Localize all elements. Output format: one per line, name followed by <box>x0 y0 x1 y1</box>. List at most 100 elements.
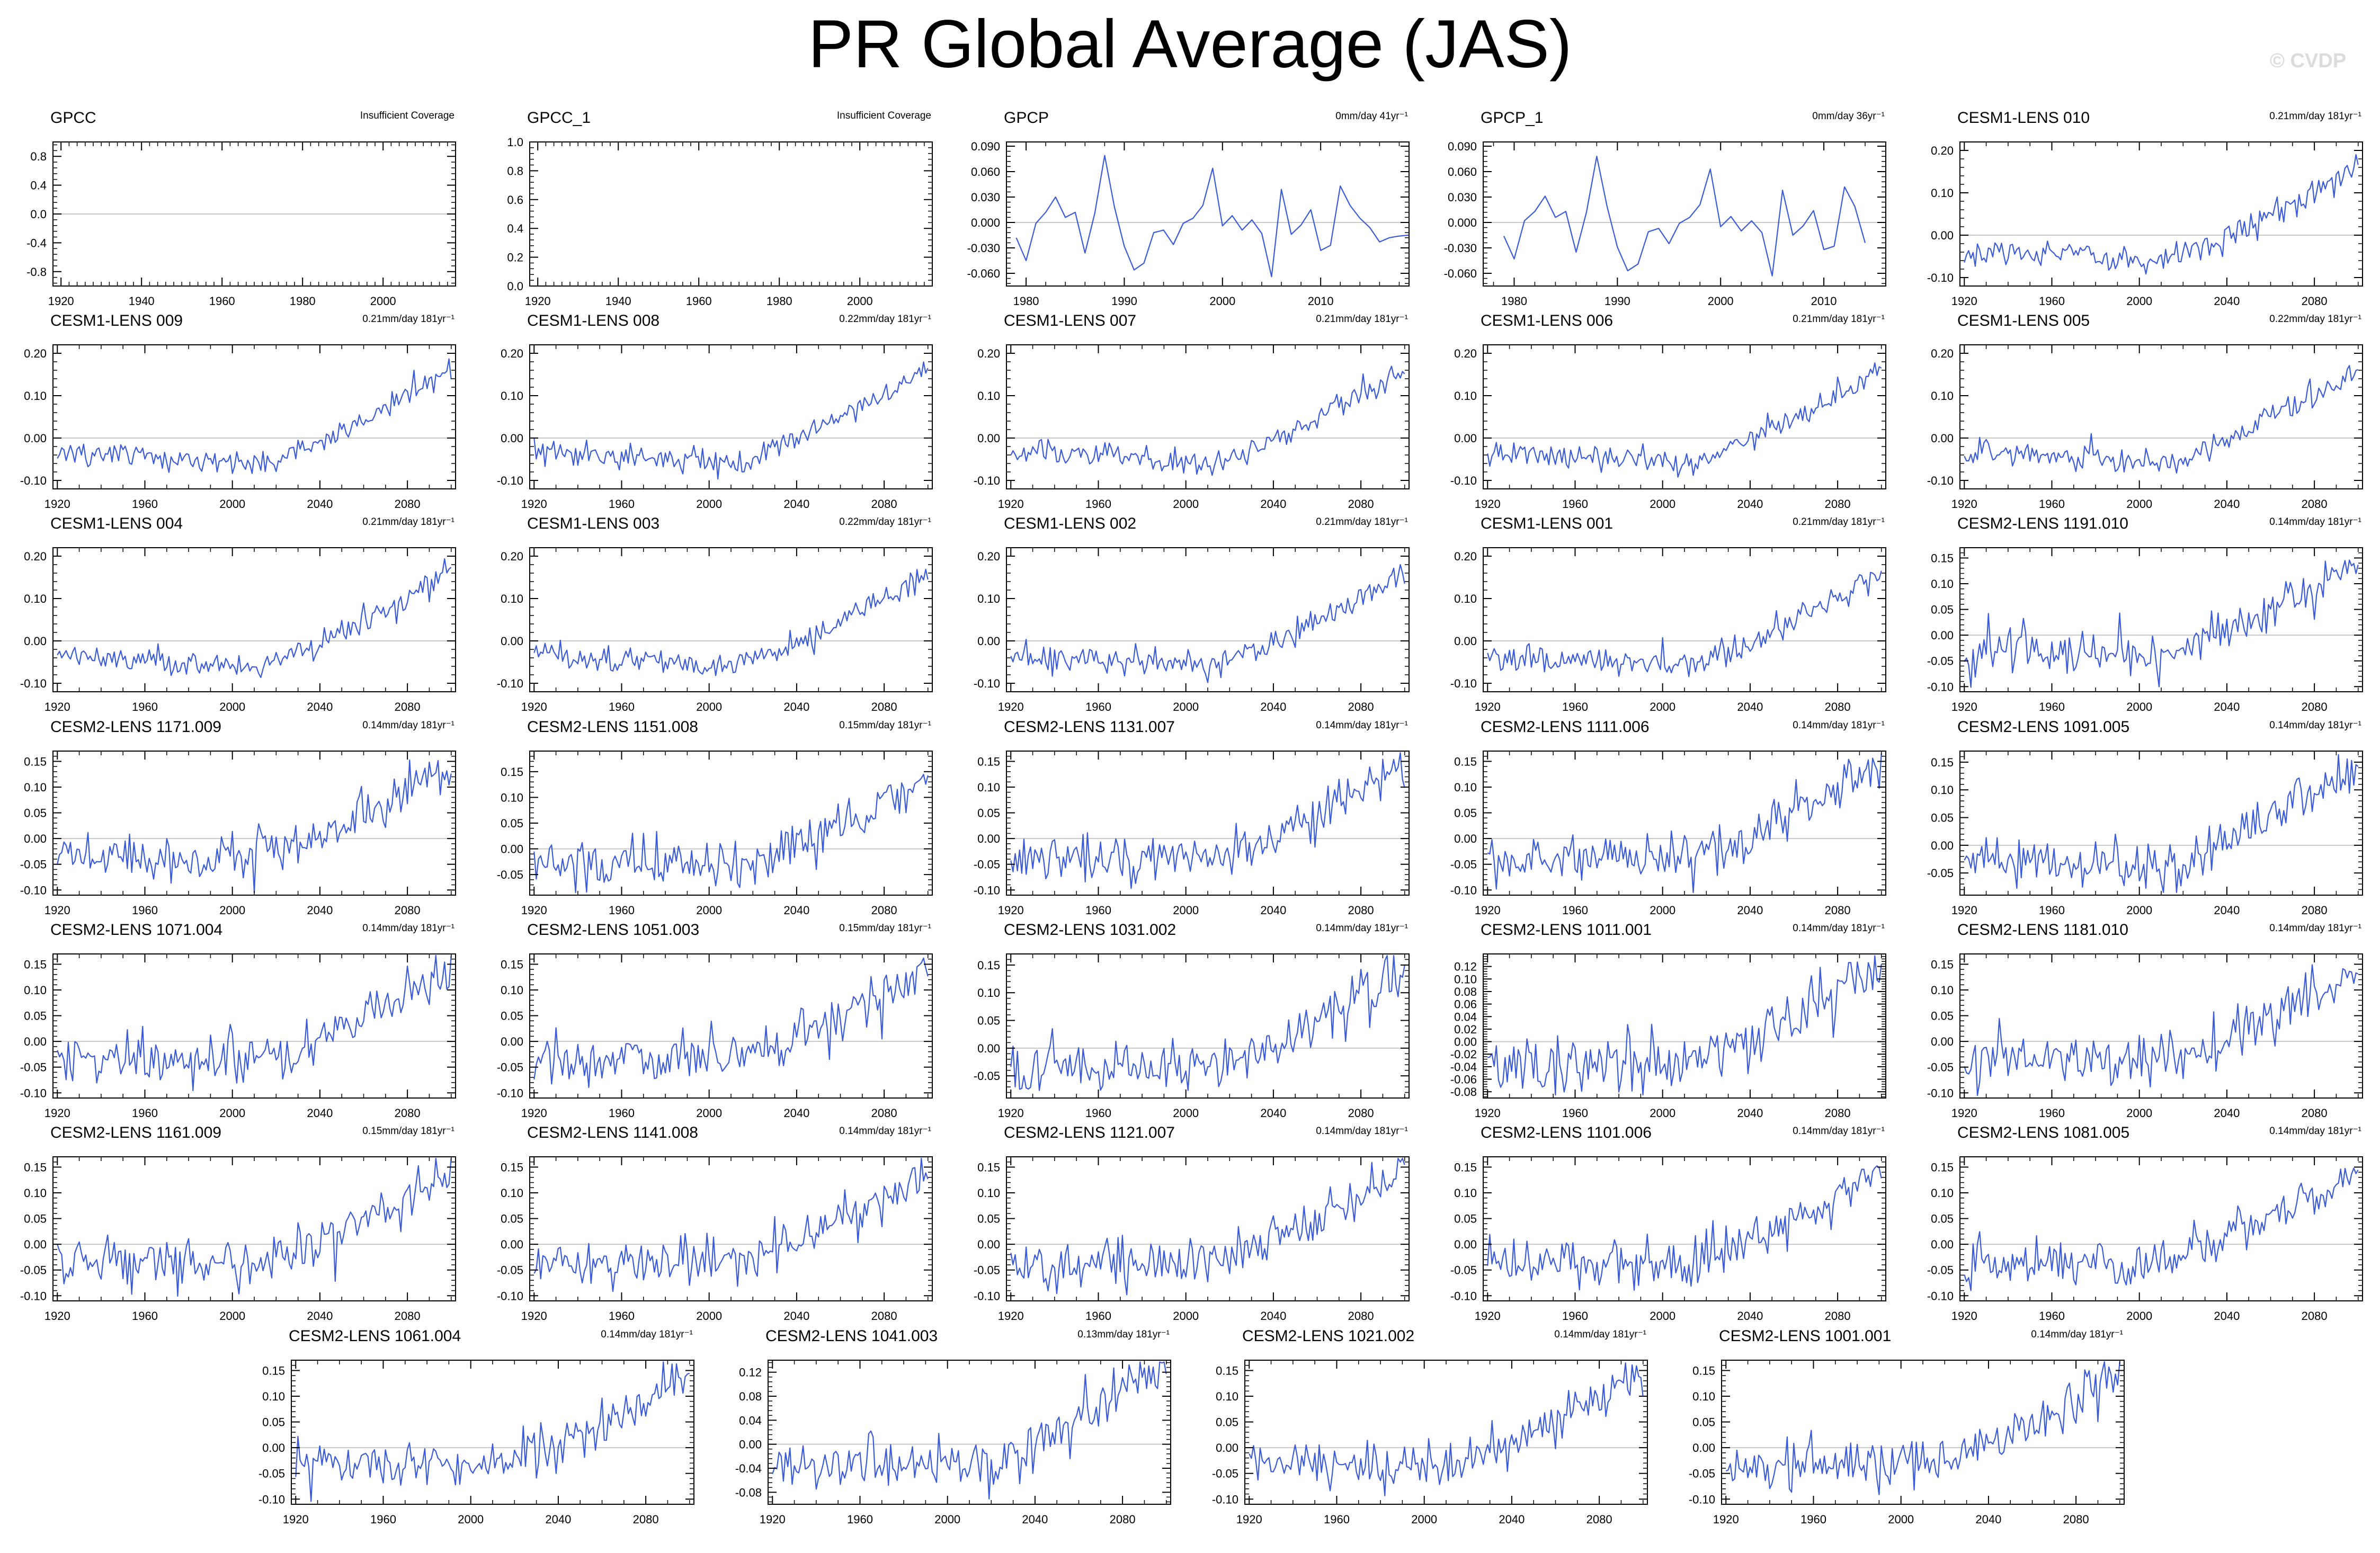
y-tick-label: 0.05 <box>262 1416 285 1429</box>
x-tick-label: 2080 <box>2302 1106 2328 1120</box>
y-tick-label: 0.00 <box>1931 1238 1954 1251</box>
x-tick-label: 2080 <box>395 1309 421 1323</box>
x-tick-label: 2040 <box>1022 1513 1048 1526</box>
y-tick-label: 0.10 <box>977 592 1000 605</box>
x-tick-label: 2080 <box>2063 1513 2089 1526</box>
y-tick-label: 0.00 <box>24 832 47 845</box>
x-tick-label: 2000 <box>219 1309 245 1323</box>
y-tick-label: 0.8 <box>30 150 47 163</box>
x-tick-label: 1920 <box>1475 1309 1501 1323</box>
chart-panel: GPCC Insufficient Coverage 1920 1940 1960 198… <box>0 106 466 310</box>
x-tick-label: 2000 <box>219 904 245 917</box>
x-tick-label: 2000 <box>1888 1513 1914 1526</box>
y-tick-label: 0.0 <box>507 280 523 293</box>
panel-trend-note: 0.14mm/day 181yr⁻¹ <box>2269 516 2361 528</box>
plot-frame <box>1959 141 2363 287</box>
y-tick-label: 0.05 <box>1931 603 1954 617</box>
x-tick-label: 2080 <box>1348 1309 1374 1323</box>
panel-trend-note: 0.21mm/day 181yr⁻¹ <box>362 314 454 325</box>
y-tick-label: -0.10 <box>1450 677 1477 690</box>
x-tick-label: 1920 <box>1951 904 1977 917</box>
y-tick-label: 0.00 <box>24 635 47 648</box>
panel-trend-note: 0.14mm/day 181yr⁻¹ <box>1793 1126 1885 1137</box>
x-tick-label: 2000 <box>1173 497 1199 511</box>
x-tick-label: 2000 <box>934 1513 960 1526</box>
x-tick-label: 2000 <box>1173 700 1199 713</box>
x-tick-label: 2080 <box>871 700 897 713</box>
plot-frame <box>529 751 933 896</box>
y-tick-label: 0.20 <box>1454 550 1477 563</box>
x-tick-label: 2000 <box>1209 294 1235 308</box>
y-tick-label: -0.10 <box>974 1289 1000 1302</box>
x-tick-label: 2080 <box>1825 904 1851 917</box>
y-tick-label: 0.20 <box>977 550 1000 563</box>
chart-panel: CESM2-LENS 1161.009 0.15mm/day 181yr⁻¹ 192… <box>0 1121 466 1325</box>
x-tick-label: 2000 <box>2126 700 2152 713</box>
x-tick-label: 1960 <box>1085 904 1111 917</box>
y-tick-label: 0.04 <box>1454 1010 1477 1023</box>
chart-panel: CESM2-LENS 1061.004 0.14mm/day 181yr⁻¹ 192… <box>238 1324 705 1528</box>
panel-trend-note: 0.13mm/day 181yr⁻¹ <box>1077 1329 1170 1340</box>
x-tick-label: 2040 <box>783 700 809 713</box>
y-tick-label: 0.20 <box>24 550 47 563</box>
panel-plot: 1920 1960 2000 2040 2080 -0.10 0.00 0.10 0.20 <box>497 547 933 713</box>
y-tick-label: 0.8 <box>507 164 523 177</box>
y-tick-label: 0.10 <box>977 986 1000 999</box>
panel-plot: 1920 1960 2000 2040 2080 -0.10 0.00 0.10 0.20 <box>497 344 933 511</box>
y-tick-label: -0.05 <box>20 1264 47 1277</box>
y-tick-label: 0.10 <box>1454 592 1477 605</box>
x-tick-label: 2080 <box>1825 700 1851 713</box>
series-line <box>533 361 929 480</box>
y-tick-label: -0.10 <box>1927 474 1954 487</box>
y-tick-label: 0.00 <box>1454 1238 1477 1251</box>
y-tick-label: 0.20 <box>24 347 47 360</box>
y-tick-label: -0.8 <box>26 265 47 279</box>
y-tick-label: 0.000 <box>1448 216 1477 229</box>
y-tick-label: 0.15 <box>24 958 47 971</box>
panel-plot: 1920 1960 2000 2040 2080 -0.10 -0.05 0.00 0.05 0.… <box>497 953 933 1120</box>
plot-frame <box>1483 141 1886 287</box>
y-tick-label: -0.10 <box>497 1289 523 1302</box>
series-line <box>533 1157 929 1292</box>
x-tick-label: 1920 <box>44 1309 70 1323</box>
y-tick-label: 0.00 <box>1931 629 1954 642</box>
x-tick-label: 2080 <box>1825 1309 1851 1323</box>
y-tick-label: 0.000 <box>971 216 1000 229</box>
panel-title: GPCP <box>1004 109 1049 127</box>
plot-frame <box>1006 547 1410 692</box>
series-line <box>1010 955 1405 1091</box>
x-tick-label: 1920 <box>1475 497 1501 511</box>
chart-panel: CESM2-LENS 1081.005 0.14mm/day 181yr⁻¹ 192… <box>1907 1121 2373 1325</box>
panel-trend-note: 0mm/day 41yr⁻¹ <box>1335 111 1408 122</box>
x-tick-label: 2080 <box>871 497 897 511</box>
x-tick-label: 2040 <box>2214 904 2240 917</box>
series-line <box>1503 156 1866 276</box>
y-tick-label: 0.10 <box>262 1390 285 1403</box>
plot-frame <box>1959 547 2363 692</box>
panel-trend-note: Insufficient Coverage <box>360 110 454 121</box>
x-tick-label: 2040 <box>2214 700 2240 713</box>
x-tick-label: 1960 <box>2039 700 2065 713</box>
y-tick-label: 0.15 <box>24 1161 47 1174</box>
series-line <box>772 1361 1167 1500</box>
y-tick-label: 0.4 <box>507 222 523 235</box>
x-tick-label: 2080 <box>2302 904 2328 917</box>
y-tick-label: 0.10 <box>1931 783 1954 797</box>
x-tick-label: 2010 <box>1308 294 1334 308</box>
chart-panel: CESM2-LENS 1001.001 0.14mm/day 181yr⁻¹ 192… <box>1669 1324 2135 1528</box>
x-tick-label: 1960 <box>1085 1106 1111 1120</box>
panel-title: CESM2-LENS 1031.002 <box>1004 921 1176 939</box>
chart-panel: CESM1-LENS 006 0.21mm/day 181yr⁻¹ 1920 1960… <box>1430 309 1896 513</box>
x-tick-label: 2000 <box>2126 294 2152 308</box>
series-line <box>533 774 929 894</box>
panel-title: CESM1-LENS 004 <box>50 515 183 532</box>
y-tick-label: 0.20 <box>1454 347 1477 360</box>
panel-plot: 1920 1960 2000 2040 2080 -0.10 -0.05 0.00 0.05 0.… <box>258 1360 694 1526</box>
plot-frame <box>768 1360 1171 1505</box>
panel-title: CESM1-LENS 002 <box>1004 515 1137 532</box>
y-tick-label: 0.10 <box>1931 389 1954 403</box>
series-line <box>1249 1362 1644 1496</box>
x-tick-label: 1960 <box>132 1309 158 1323</box>
y-tick-label: 0.10 <box>24 781 47 794</box>
x-tick-label: 1960 <box>132 1106 158 1120</box>
